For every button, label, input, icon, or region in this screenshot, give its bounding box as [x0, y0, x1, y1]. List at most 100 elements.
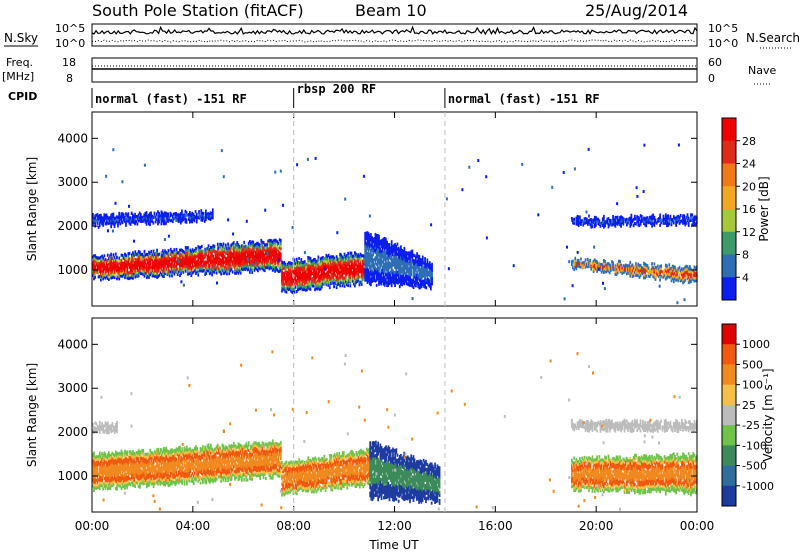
echo-cell [218, 254, 220, 258]
echo-cell [143, 454, 146, 458]
echo-cell [179, 251, 181, 255]
echo-cell [418, 286, 421, 290]
echo-cell [391, 247, 394, 251]
echo-cell [111, 473, 114, 477]
echo-cell [668, 268, 671, 272]
echo-cell [347, 251, 349, 256]
echo-cell [677, 270, 680, 274]
echo-cell [318, 267, 321, 271]
echo-cell [165, 256, 168, 260]
echo-cell [231, 252, 234, 256]
echo-cell [96, 476, 99, 479]
echo-cell [267, 265, 270, 269]
echo-cell [150, 482, 153, 486]
echo-cell [325, 272, 328, 276]
echo-cell [588, 219, 590, 223]
echo-cell [620, 220, 622, 223]
echo-cell [672, 267, 675, 271]
echo-cell [410, 263, 413, 267]
echo-cell [191, 266, 194, 270]
echo-cell [102, 471, 105, 475]
echo-cell [393, 273, 395, 277]
echo-cell [194, 253, 196, 257]
echo-cell [347, 254, 349, 258]
echo-cell [238, 247, 241, 252]
echo-cell [220, 253, 223, 257]
echo-cell [351, 254, 354, 258]
echo-cell [582, 220, 585, 224]
echo-cell [588, 261, 590, 265]
echo-cell [110, 461, 113, 465]
echo-cell [136, 222, 139, 226]
echo-cell [212, 267, 215, 271]
echo-cell [593, 258, 596, 262]
echo-cell [654, 268, 657, 272]
echo-cell [153, 452, 156, 457]
echo-cell [408, 280, 410, 284]
echo-cell [184, 259, 187, 263]
echo-cell [383, 252, 386, 256]
echo-speckle [445, 197, 448, 201]
echo-cell [141, 219, 143, 223]
echo-cell [103, 264, 106, 268]
echo-cell [305, 273, 307, 277]
echo-cell [147, 455, 149, 459]
echo-cell [108, 470, 110, 474]
echo-cell [385, 245, 387, 249]
echo-cell [379, 257, 381, 261]
echo-cell [600, 262, 603, 266]
echo-cell [214, 268, 217, 272]
echo-cell [126, 481, 129, 485]
echo-cell [635, 217, 637, 221]
echo-cell [385, 280, 387, 285]
echo-cell [100, 483, 102, 487]
echo-cell [126, 263, 129, 267]
echo-cell [325, 267, 328, 271]
echo-cell [124, 449, 126, 453]
echo-cell [424, 264, 426, 268]
echo-cell [125, 253, 127, 258]
echo-cell [134, 275, 137, 279]
echo-cell [214, 260, 217, 264]
echo-cell [252, 245, 255, 249]
echo-cell [119, 264, 122, 268]
echo-cell [147, 219, 150, 223]
echo-cell [388, 250, 391, 254]
echo-cell [243, 246, 246, 250]
echo-cell [376, 277, 379, 281]
echo-cell [93, 483, 95, 487]
echo-cell [156, 254, 158, 258]
echo-cell [409, 256, 411, 261]
echo-cell [182, 260, 185, 264]
echo-cell [206, 268, 209, 273]
echo-cell [160, 448, 163, 452]
echo-cell [660, 218, 663, 222]
echo-cell [362, 277, 364, 281]
echo-cell [283, 266, 286, 270]
echo-cell [265, 262, 267, 266]
echo-cell [406, 252, 409, 256]
echo-cell [141, 478, 144, 482]
echo-cell [184, 269, 187, 273]
echo-cell [219, 245, 221, 249]
echo-cell [284, 289, 287, 293]
echo-cell [144, 266, 147, 270]
echo-cell [619, 267, 621, 271]
echo-cell [291, 285, 294, 289]
echo-cell [156, 275, 158, 279]
echo-cell [387, 251, 390, 255]
echo-cell [355, 273, 357, 277]
echo-cell [207, 214, 210, 218]
echo-cell [380, 239, 383, 243]
echo-speckle [266, 252, 269, 256]
echo-cell [415, 258, 417, 262]
echo-cell [110, 260, 113, 264]
echo-cell [360, 275, 363, 279]
echo-speckle [264, 208, 267, 212]
echo-cell [165, 253, 168, 257]
echo-cell [365, 234, 368, 238]
echo-cell [129, 458, 132, 462]
echo-cell [102, 274, 105, 278]
echo-cell [179, 274, 181, 277]
echo-cell [331, 265, 333, 269]
